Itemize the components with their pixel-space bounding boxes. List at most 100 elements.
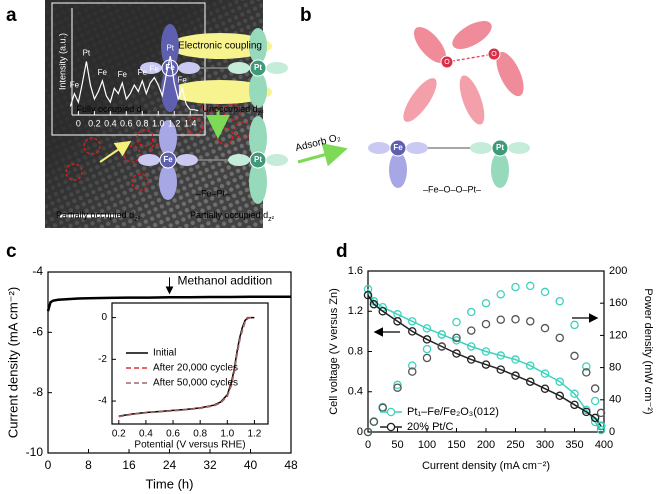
data-point bbox=[407, 361, 417, 370]
orbital-lobe bbox=[228, 62, 250, 74]
data-point bbox=[422, 335, 432, 344]
data-point bbox=[496, 290, 505, 299]
orbital-lobe bbox=[161, 24, 179, 68]
atom-label: Fe bbox=[393, 143, 403, 152]
x-tick-label: 0 bbox=[45, 458, 52, 472]
content: a b c d Fe Pt Fe Pt Fe Pt O O Electronic coupling Ful… bbox=[5, 5, 654, 491]
nucleus bbox=[159, 151, 177, 169]
marker-circle bbox=[65, 163, 83, 181]
data-point bbox=[393, 317, 402, 326]
data-point bbox=[570, 320, 579, 330]
data-point bbox=[555, 377, 565, 386]
x-tick-label: 0.8 bbox=[193, 429, 207, 440]
y-tick-label: 0.4 bbox=[348, 386, 363, 398]
marker-circle bbox=[83, 137, 101, 155]
data-point bbox=[466, 326, 476, 335]
annotation: Methanol addition bbox=[178, 274, 273, 288]
data-point bbox=[496, 315, 505, 324]
data-point bbox=[582, 407, 591, 417]
y2-tick-label: 0 bbox=[609, 426, 615, 438]
data-point bbox=[363, 290, 373, 300]
data-point bbox=[481, 360, 491, 369]
x-tick-label: 1.2 bbox=[247, 429, 261, 440]
x-axis-label: Potential (V versus RHE) bbox=[134, 440, 245, 451]
orbital-lobe bbox=[228, 154, 250, 166]
x-tick-label: 32 bbox=[203, 458, 217, 472]
data-point bbox=[437, 342, 446, 351]
oxygen-bridge bbox=[403, 21, 524, 125]
data-point bbox=[452, 333, 461, 343]
orbital-lobe bbox=[470, 142, 492, 154]
legend-marker bbox=[386, 407, 396, 417]
orbital-lobe bbox=[389, 152, 407, 188]
panel-label: a bbox=[6, 5, 17, 26]
series-line bbox=[46, 295, 291, 312]
orbital-lobe bbox=[176, 154, 198, 166]
y2-tick-label: 120 bbox=[609, 329, 627, 341]
x-tick-label: 40 bbox=[244, 458, 258, 472]
data-point bbox=[596, 425, 606, 435]
x-tick-label: 0.6 bbox=[120, 118, 133, 128]
y-tick-label: 0.8 bbox=[348, 345, 363, 357]
atom: Pt bbox=[228, 116, 288, 204]
annotation: Fe bbox=[178, 75, 188, 84]
x-tick-label: 50 bbox=[391, 439, 403, 451]
legend-label: After 50,000 cycles bbox=[153, 378, 238, 389]
data-point bbox=[596, 408, 606, 418]
state-text: Partially occupied d bbox=[56, 210, 134, 220]
y-tick-label: -2 bbox=[98, 354, 107, 365]
data-point bbox=[570, 351, 579, 361]
data-point bbox=[596, 421, 606, 430]
data-point bbox=[481, 347, 491, 356]
y2-tick-label: 200 bbox=[609, 265, 627, 277]
atom: Fe bbox=[138, 120, 198, 200]
atom: Fe bbox=[140, 24, 200, 112]
data-point bbox=[555, 391, 565, 401]
x-tick-label: 24 bbox=[163, 458, 177, 472]
atom-label: Pt bbox=[496, 143, 504, 152]
orbital-lobe bbox=[138, 154, 160, 166]
annotation: Fe bbox=[70, 81, 80, 90]
data-point bbox=[511, 315, 520, 324]
y2-tick-label: 80 bbox=[609, 362, 621, 374]
atom-label: Fe bbox=[163, 155, 173, 164]
x-tick-label: 350 bbox=[565, 439, 583, 451]
coupling-cloud bbox=[168, 80, 272, 104]
data-point bbox=[407, 327, 417, 336]
legend-label: After 20,000 cycles bbox=[153, 363, 238, 374]
legend-marker bbox=[386, 422, 396, 432]
data-point bbox=[363, 427, 373, 437]
orbital-lobe bbox=[159, 120, 177, 156]
data-point bbox=[422, 324, 432, 333]
plot-frame bbox=[111, 302, 269, 425]
state-text: Fully occupied d bbox=[77, 104, 142, 114]
atom-label: Fe bbox=[165, 63, 175, 72]
orbital-lobe bbox=[491, 152, 509, 188]
atom-label: Pt bbox=[254, 155, 262, 164]
nucleus bbox=[249, 151, 267, 169]
legend-label: 20% Pt/C bbox=[407, 421, 454, 433]
data-point bbox=[540, 287, 550, 297]
x-tick-label: 1.0 bbox=[220, 429, 234, 440]
orbital-state: Unoccupied dz² bbox=[203, 104, 265, 117]
annotation: Pt bbox=[83, 49, 91, 58]
orbital-lobe bbox=[266, 62, 288, 74]
data-point bbox=[540, 323, 550, 333]
x-tick-label: 1.2 bbox=[168, 118, 181, 128]
annotation: Fe bbox=[98, 68, 108, 77]
data-point bbox=[393, 380, 402, 390]
x-tick-label: 16 bbox=[122, 458, 136, 472]
orbital-lobe bbox=[403, 78, 437, 122]
data-point bbox=[511, 282, 520, 292]
data-point bbox=[422, 344, 432, 354]
y-axis-label: Intensity (a.u.) bbox=[57, 33, 67, 90]
annotation: Pt bbox=[166, 43, 174, 52]
panel-label: b bbox=[300, 5, 312, 26]
y-tick-label: 1.2 bbox=[348, 305, 363, 317]
data-point bbox=[407, 367, 417, 376]
x-tick-label: 0.2 bbox=[112, 429, 126, 440]
data-point bbox=[466, 307, 476, 317]
atom-label: O bbox=[491, 51, 497, 58]
data-point bbox=[466, 355, 476, 364]
